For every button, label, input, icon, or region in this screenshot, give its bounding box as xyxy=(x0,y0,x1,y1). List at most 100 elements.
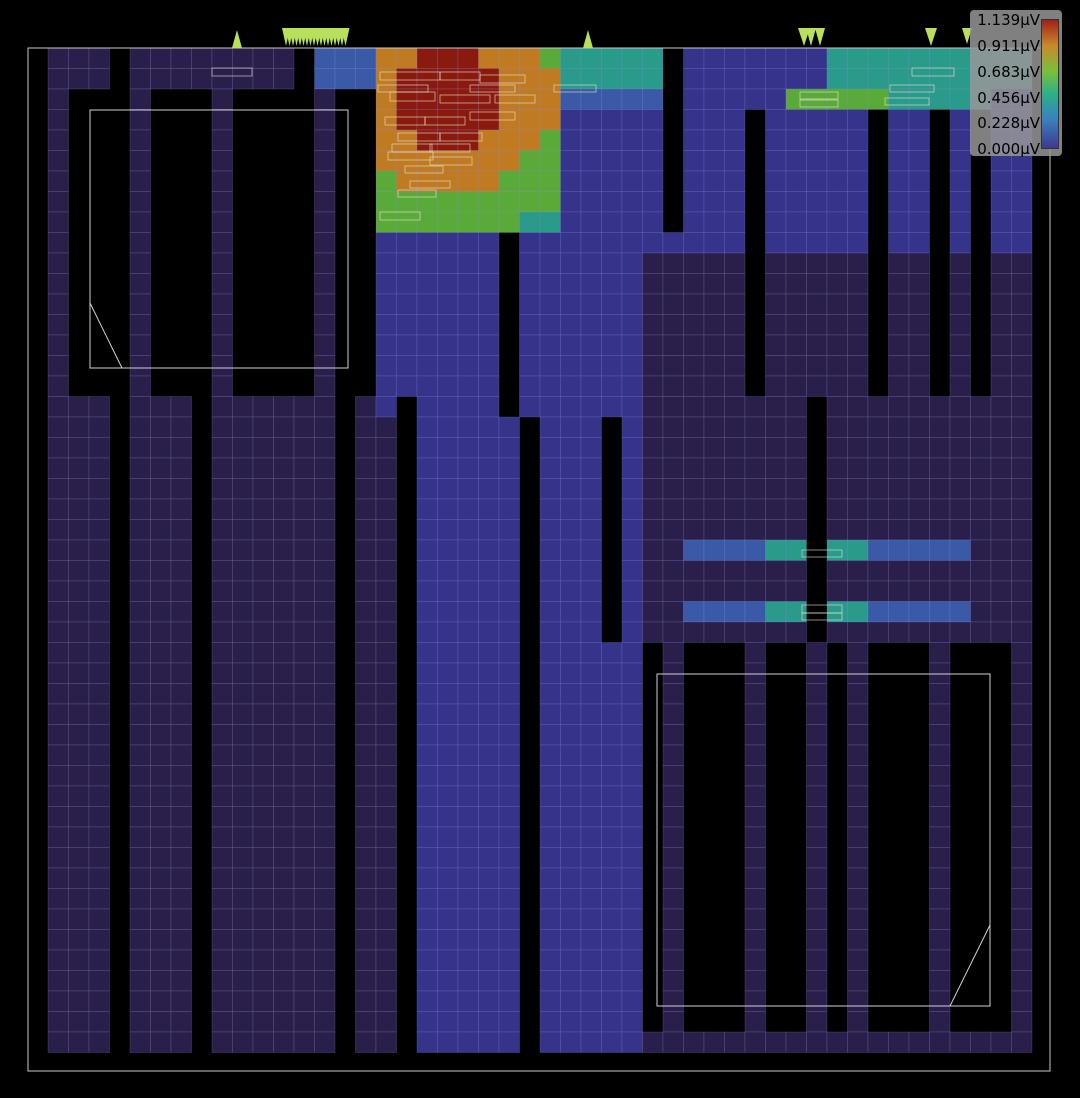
grid-cell xyxy=(662,765,684,787)
instance-outline xyxy=(553,84,597,93)
grid-cell xyxy=(662,334,684,356)
grid-cell xyxy=(232,867,254,889)
grid-cell xyxy=(129,580,151,602)
grid-cell xyxy=(601,170,623,192)
grid-cell xyxy=(560,150,582,172)
grid-cell xyxy=(396,191,418,213)
grid-cell xyxy=(47,355,69,377)
grid-cell xyxy=(314,88,336,110)
grid-cell xyxy=(170,601,192,623)
grid-cell xyxy=(232,580,254,602)
grid-cell xyxy=(47,252,69,274)
grid-cell xyxy=(806,724,828,746)
grid-cell xyxy=(539,621,561,643)
grid-cell xyxy=(170,683,192,705)
grid-cell xyxy=(375,908,397,930)
grid-cell xyxy=(539,232,561,254)
grid-cell xyxy=(765,560,787,582)
grid-cell xyxy=(252,744,274,766)
grid-cell xyxy=(847,478,869,500)
grid-cell xyxy=(457,867,479,889)
grid-cell xyxy=(929,1031,951,1053)
grid-cell xyxy=(314,457,336,479)
grid-cell xyxy=(478,519,500,541)
grid-cell xyxy=(498,683,520,705)
grid-cell xyxy=(601,191,623,213)
grid-cell xyxy=(580,68,602,90)
grid-cell xyxy=(785,416,807,438)
grid-cell xyxy=(437,211,459,233)
grid-cell xyxy=(457,47,479,69)
grid-cell xyxy=(724,580,746,602)
grid-cell xyxy=(621,580,643,602)
grid-cell xyxy=(416,334,438,356)
grid-cell xyxy=(970,437,992,459)
grid-cell xyxy=(150,416,172,438)
grid-cell xyxy=(765,273,787,295)
grid-cell xyxy=(170,949,192,971)
grid-cell xyxy=(129,621,151,643)
grid-cell xyxy=(457,539,479,561)
grid-cell xyxy=(232,990,254,1012)
grid-cell xyxy=(498,539,520,561)
grid-cell xyxy=(375,232,397,254)
grid-cell xyxy=(314,170,336,192)
grid-cell xyxy=(970,519,992,541)
grid-cell xyxy=(539,1011,561,1033)
grid-cell xyxy=(232,724,254,746)
grid-cell xyxy=(273,724,295,746)
grid-cell xyxy=(683,457,705,479)
grid-cell xyxy=(437,437,459,459)
grid-cell xyxy=(683,68,705,90)
grid-cell xyxy=(375,457,397,479)
grid-cell xyxy=(785,457,807,479)
grid-cell xyxy=(560,273,582,295)
grid-cell xyxy=(560,498,582,520)
grid-cell xyxy=(580,560,602,582)
grid-cell xyxy=(314,109,336,131)
grid-cell xyxy=(170,744,192,766)
grid-cell xyxy=(929,724,951,746)
instance-outline xyxy=(211,67,253,77)
grid-cell xyxy=(621,560,643,582)
grid-cell xyxy=(457,990,479,1012)
grid-cell xyxy=(129,765,151,787)
grid-cell xyxy=(211,1011,233,1033)
grid-cell xyxy=(539,355,561,377)
grid-cell xyxy=(437,683,459,705)
grid-cell xyxy=(478,867,500,889)
grid-cell xyxy=(293,416,315,438)
grid-cell xyxy=(560,601,582,623)
grid-cell xyxy=(949,68,971,90)
instance-outline xyxy=(799,91,839,100)
grid-cell xyxy=(703,334,725,356)
grid-cell xyxy=(150,437,172,459)
grid-cell xyxy=(375,621,397,643)
grid-cell xyxy=(826,1031,848,1053)
grid-cell xyxy=(498,191,520,213)
grid-cell xyxy=(437,252,459,274)
grid-cell xyxy=(314,396,336,418)
grid-cell xyxy=(478,47,500,69)
grid-cell xyxy=(601,150,623,172)
grid-cell xyxy=(949,539,971,561)
grid-cell xyxy=(826,437,848,459)
grid-cell xyxy=(457,683,479,705)
grid-cell xyxy=(1011,621,1033,643)
grid-cell xyxy=(990,539,1012,561)
grid-cell xyxy=(601,888,623,910)
grid-cell xyxy=(498,580,520,602)
grid-cell xyxy=(847,191,869,213)
grid-cell xyxy=(437,908,459,930)
grid-cell xyxy=(580,396,602,418)
grid-cell xyxy=(703,68,725,90)
grid-cell xyxy=(88,949,110,971)
grid-cell xyxy=(150,867,172,889)
grid-cell xyxy=(867,478,889,500)
grid-cell xyxy=(498,560,520,582)
grid-cell xyxy=(150,703,172,725)
grid-cell xyxy=(601,908,623,930)
grid-cell xyxy=(232,478,254,500)
grid-cell xyxy=(150,929,172,951)
